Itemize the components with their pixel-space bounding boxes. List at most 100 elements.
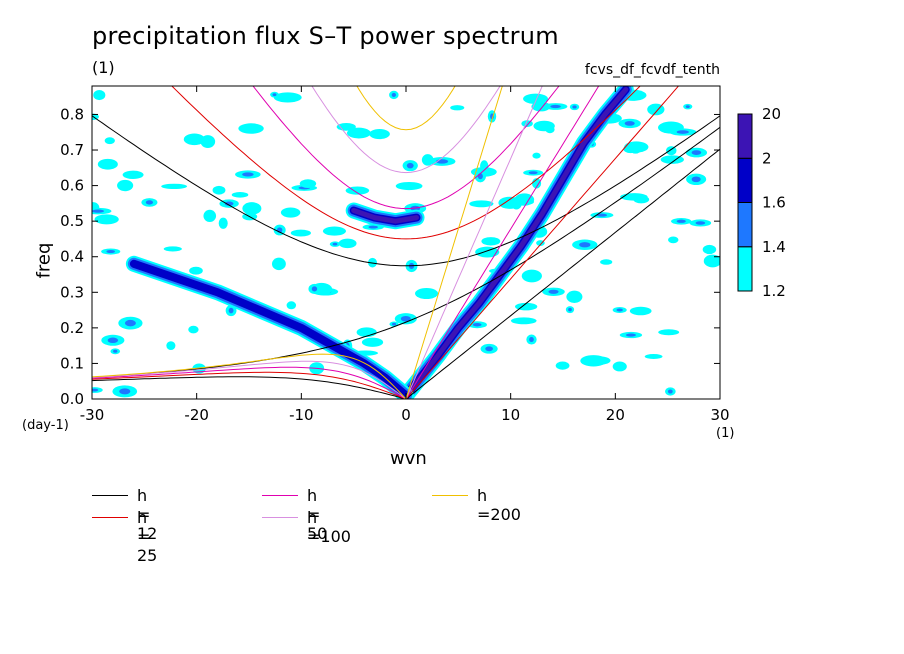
noise-patch (104, 137, 115, 145)
curve-kelvin-h25 (405, 86, 680, 399)
noise-core (242, 172, 254, 177)
noise-patch (163, 246, 182, 252)
noise-core (391, 92, 396, 98)
noise-patch (369, 129, 390, 140)
noise-core (616, 308, 623, 312)
noise-core (106, 249, 116, 254)
colorbar-label: 1.2 (762, 282, 786, 300)
noise-core (572, 105, 577, 109)
noise-core (676, 219, 686, 223)
noise-patch (238, 123, 264, 134)
noise-patch (203, 209, 217, 222)
units-label: (1) (92, 58, 115, 77)
noise-patch (566, 290, 583, 303)
curve-kelvin-h100 (405, 86, 543, 399)
noise-core (400, 315, 411, 322)
x-tick-label: 0 (401, 406, 411, 424)
noise-core (472, 322, 482, 327)
noise-core (624, 121, 635, 126)
noise-core (691, 150, 702, 155)
noise-core (391, 322, 397, 326)
colorbar-swatch (737, 202, 753, 248)
noise-patch (584, 356, 611, 366)
curve-kelvin-h200 (405, 86, 503, 399)
noise-core (311, 286, 318, 292)
chart-title: precipitation flux S–T power spectrum (92, 22, 559, 50)
noise-core (145, 200, 154, 205)
noise-patch (703, 254, 720, 268)
noise-core (568, 307, 572, 312)
curve-ig-h12 (92, 115, 720, 267)
noise-core (625, 333, 636, 337)
noise-patch (480, 160, 489, 172)
noise-core (406, 162, 414, 169)
noise-core (368, 225, 379, 229)
noise-patch (299, 179, 317, 189)
noise-patch (183, 133, 205, 146)
noise-patch (531, 101, 551, 112)
noise-core (272, 93, 277, 97)
noise-patch (523, 93, 548, 105)
x-tick-label: 20 (606, 406, 625, 424)
noise-core (485, 346, 493, 352)
noise-patch (532, 152, 541, 159)
curve-kelvin-h12 (405, 148, 720, 399)
noise-patch (97, 158, 118, 170)
noise-core (224, 201, 234, 206)
x-axis-label: wvn (390, 448, 427, 469)
curve-kelvin-h50 (405, 86, 600, 399)
legend-label: h = 50 (307, 486, 328, 543)
noise-patch (92, 113, 99, 121)
noise-core (596, 213, 608, 217)
curve-ig-h100 (311, 86, 501, 174)
noise-patch (166, 341, 176, 351)
noise-patch (658, 329, 680, 336)
colorbar-swatch (737, 157, 753, 203)
y-tick-label: 0.0 (60, 390, 84, 408)
noise-patch (629, 144, 642, 154)
noise-patch (532, 178, 542, 189)
noise-patch (475, 246, 500, 258)
noise-core (676, 130, 689, 134)
noise-core (528, 171, 538, 175)
colorbar-label: 1.4 (762, 238, 786, 256)
noise-patch (338, 238, 357, 249)
noise-core (228, 307, 234, 314)
noise-patch (346, 127, 371, 139)
legend-label: h =200 (477, 486, 521, 524)
noise-patch (189, 266, 203, 275)
noise-patch (469, 200, 494, 208)
noise-patch (271, 257, 286, 271)
noise-patch (415, 287, 439, 300)
noise-core (332, 242, 338, 246)
legend-line (262, 495, 298, 496)
noise-patch (555, 361, 570, 370)
noise-patch (644, 354, 663, 360)
noise-patch (510, 197, 522, 210)
x-tick-label: -30 (80, 406, 105, 424)
noise-patch (702, 244, 717, 255)
noise-patch (515, 302, 538, 311)
noise-patch (161, 183, 188, 190)
noise-patch (117, 179, 134, 192)
noise-patch (361, 337, 384, 347)
noise-patch (533, 120, 555, 132)
colorbar-label: 2 (762, 149, 772, 167)
noise-patch (450, 105, 465, 111)
curve-rossby-h200 (92, 353, 407, 399)
noise-patch (290, 229, 311, 237)
noise-patch (600, 259, 613, 265)
noise-patch (242, 202, 262, 215)
legend-label: h = 25 (137, 508, 158, 565)
noise-core (124, 319, 136, 327)
curve-ig-h25 (171, 86, 641, 240)
y-tick-label: 0.8 (60, 105, 84, 123)
noise-patch (93, 90, 106, 101)
noise-patch (666, 146, 677, 156)
noise-core (691, 176, 701, 183)
y-tick-label: 0.2 (60, 319, 84, 337)
x-tick-label: -20 (184, 406, 209, 424)
y-tick-label: 0.1 (60, 354, 84, 372)
noise-core (529, 337, 534, 343)
